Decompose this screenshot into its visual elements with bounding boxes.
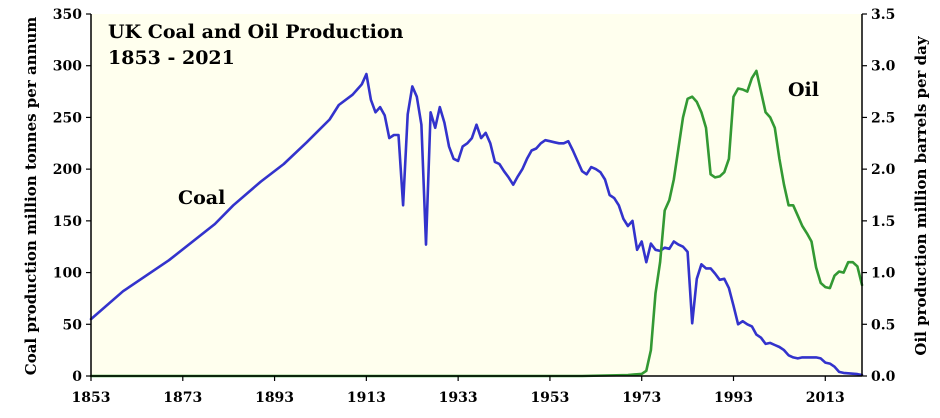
series-label-oil: Oil xyxy=(788,79,819,101)
x-tick-label: 1953 xyxy=(530,390,569,406)
y-left-tick-label: 250 xyxy=(53,110,82,126)
ticks-layer: 0 50 100 150 200 250 300 350 0.0 0.5 1.0 1.5 2.0 2.5 3… xyxy=(53,7,896,406)
y-right-tick-label: 3.0 xyxy=(871,59,896,75)
x-tick-label: 1913 xyxy=(347,390,386,406)
y-right-tick-label: 3.5 xyxy=(871,7,895,23)
x-tick-label: 2013 xyxy=(806,390,845,406)
left-axis-title: Coal production million tonnes per annum xyxy=(22,17,40,376)
y-right-tick-label: 0.5 xyxy=(871,317,895,333)
chart-subtitle: 1853 - 2021 xyxy=(108,47,235,69)
y-right-tick-label: 0.0 xyxy=(871,369,896,385)
x-tick-label: 1893 xyxy=(255,390,294,406)
series-label-coal: Coal xyxy=(178,187,225,209)
y-right-tick-label: 1.5 xyxy=(871,214,895,230)
series-layer xyxy=(89,69,864,378)
chart-title: UK Coal and Oil Production xyxy=(108,21,404,43)
y-right-tick-label: 2.5 xyxy=(871,110,895,126)
x-tick-label: 1873 xyxy=(163,390,202,406)
right-axis-title: Oil production million barrels per day xyxy=(912,35,930,355)
y-right-tick-label: 2.0 xyxy=(871,162,896,178)
y-right-tick-label: 1.0 xyxy=(871,266,896,282)
y-left-tick-label: 0 xyxy=(72,369,82,385)
x-tick-label: 1933 xyxy=(439,390,478,406)
y-left-tick-label: 50 xyxy=(63,317,83,333)
y-left-tick-label: 150 xyxy=(53,214,82,230)
y-left-tick-label: 200 xyxy=(53,162,82,178)
x-tick-label: 1853 xyxy=(72,390,111,406)
y-left-tick-label: 100 xyxy=(53,266,82,282)
y-left-tick-label: 350 xyxy=(53,7,82,23)
plot-area xyxy=(91,14,862,376)
x-tick-label: 1973 xyxy=(622,390,661,406)
series-line-oil xyxy=(89,69,864,378)
x-tick-label: 1993 xyxy=(714,390,753,406)
series-line-coal xyxy=(89,72,864,377)
y-left-tick-label: 300 xyxy=(53,59,82,75)
